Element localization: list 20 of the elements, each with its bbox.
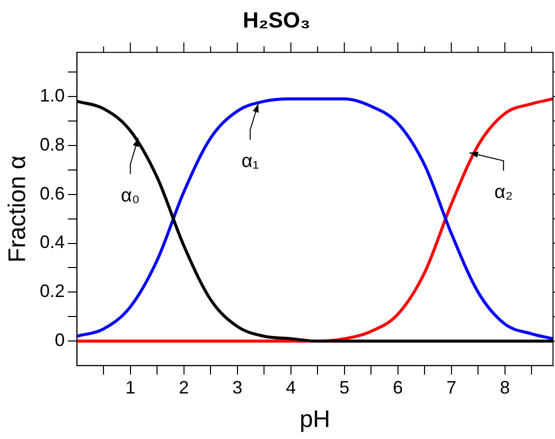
x-tick-label: 6 xyxy=(392,377,403,398)
y-tick-label: 0.8 xyxy=(40,134,65,154)
y-axis-title: Fraction α xyxy=(4,155,32,263)
x-tick-label: 7 xyxy=(446,377,456,398)
x-tick-label: 5 xyxy=(339,377,350,398)
annotation: α₂ xyxy=(494,182,513,203)
y-tick-label: 0 xyxy=(54,330,65,350)
x-tick-label: 4 xyxy=(286,377,296,398)
y-tick-label: 0.4 xyxy=(40,232,65,252)
x-tick-label: 1 xyxy=(125,377,136,398)
chart-title: H₂SO₃ xyxy=(242,7,310,32)
x-tick-label: 3 xyxy=(232,377,242,398)
annotation: α₁ xyxy=(241,151,259,172)
x-tick-label: 8 xyxy=(500,377,510,398)
x-axis-title: pH xyxy=(300,406,330,434)
annotation: α₀ xyxy=(120,185,140,206)
y-tick-label: 0.6 xyxy=(40,183,65,204)
y-tick-label: 0.2 xyxy=(40,281,65,302)
y-tick-label: 1.0 xyxy=(40,85,65,106)
x-tick-label: 2 xyxy=(178,377,189,398)
